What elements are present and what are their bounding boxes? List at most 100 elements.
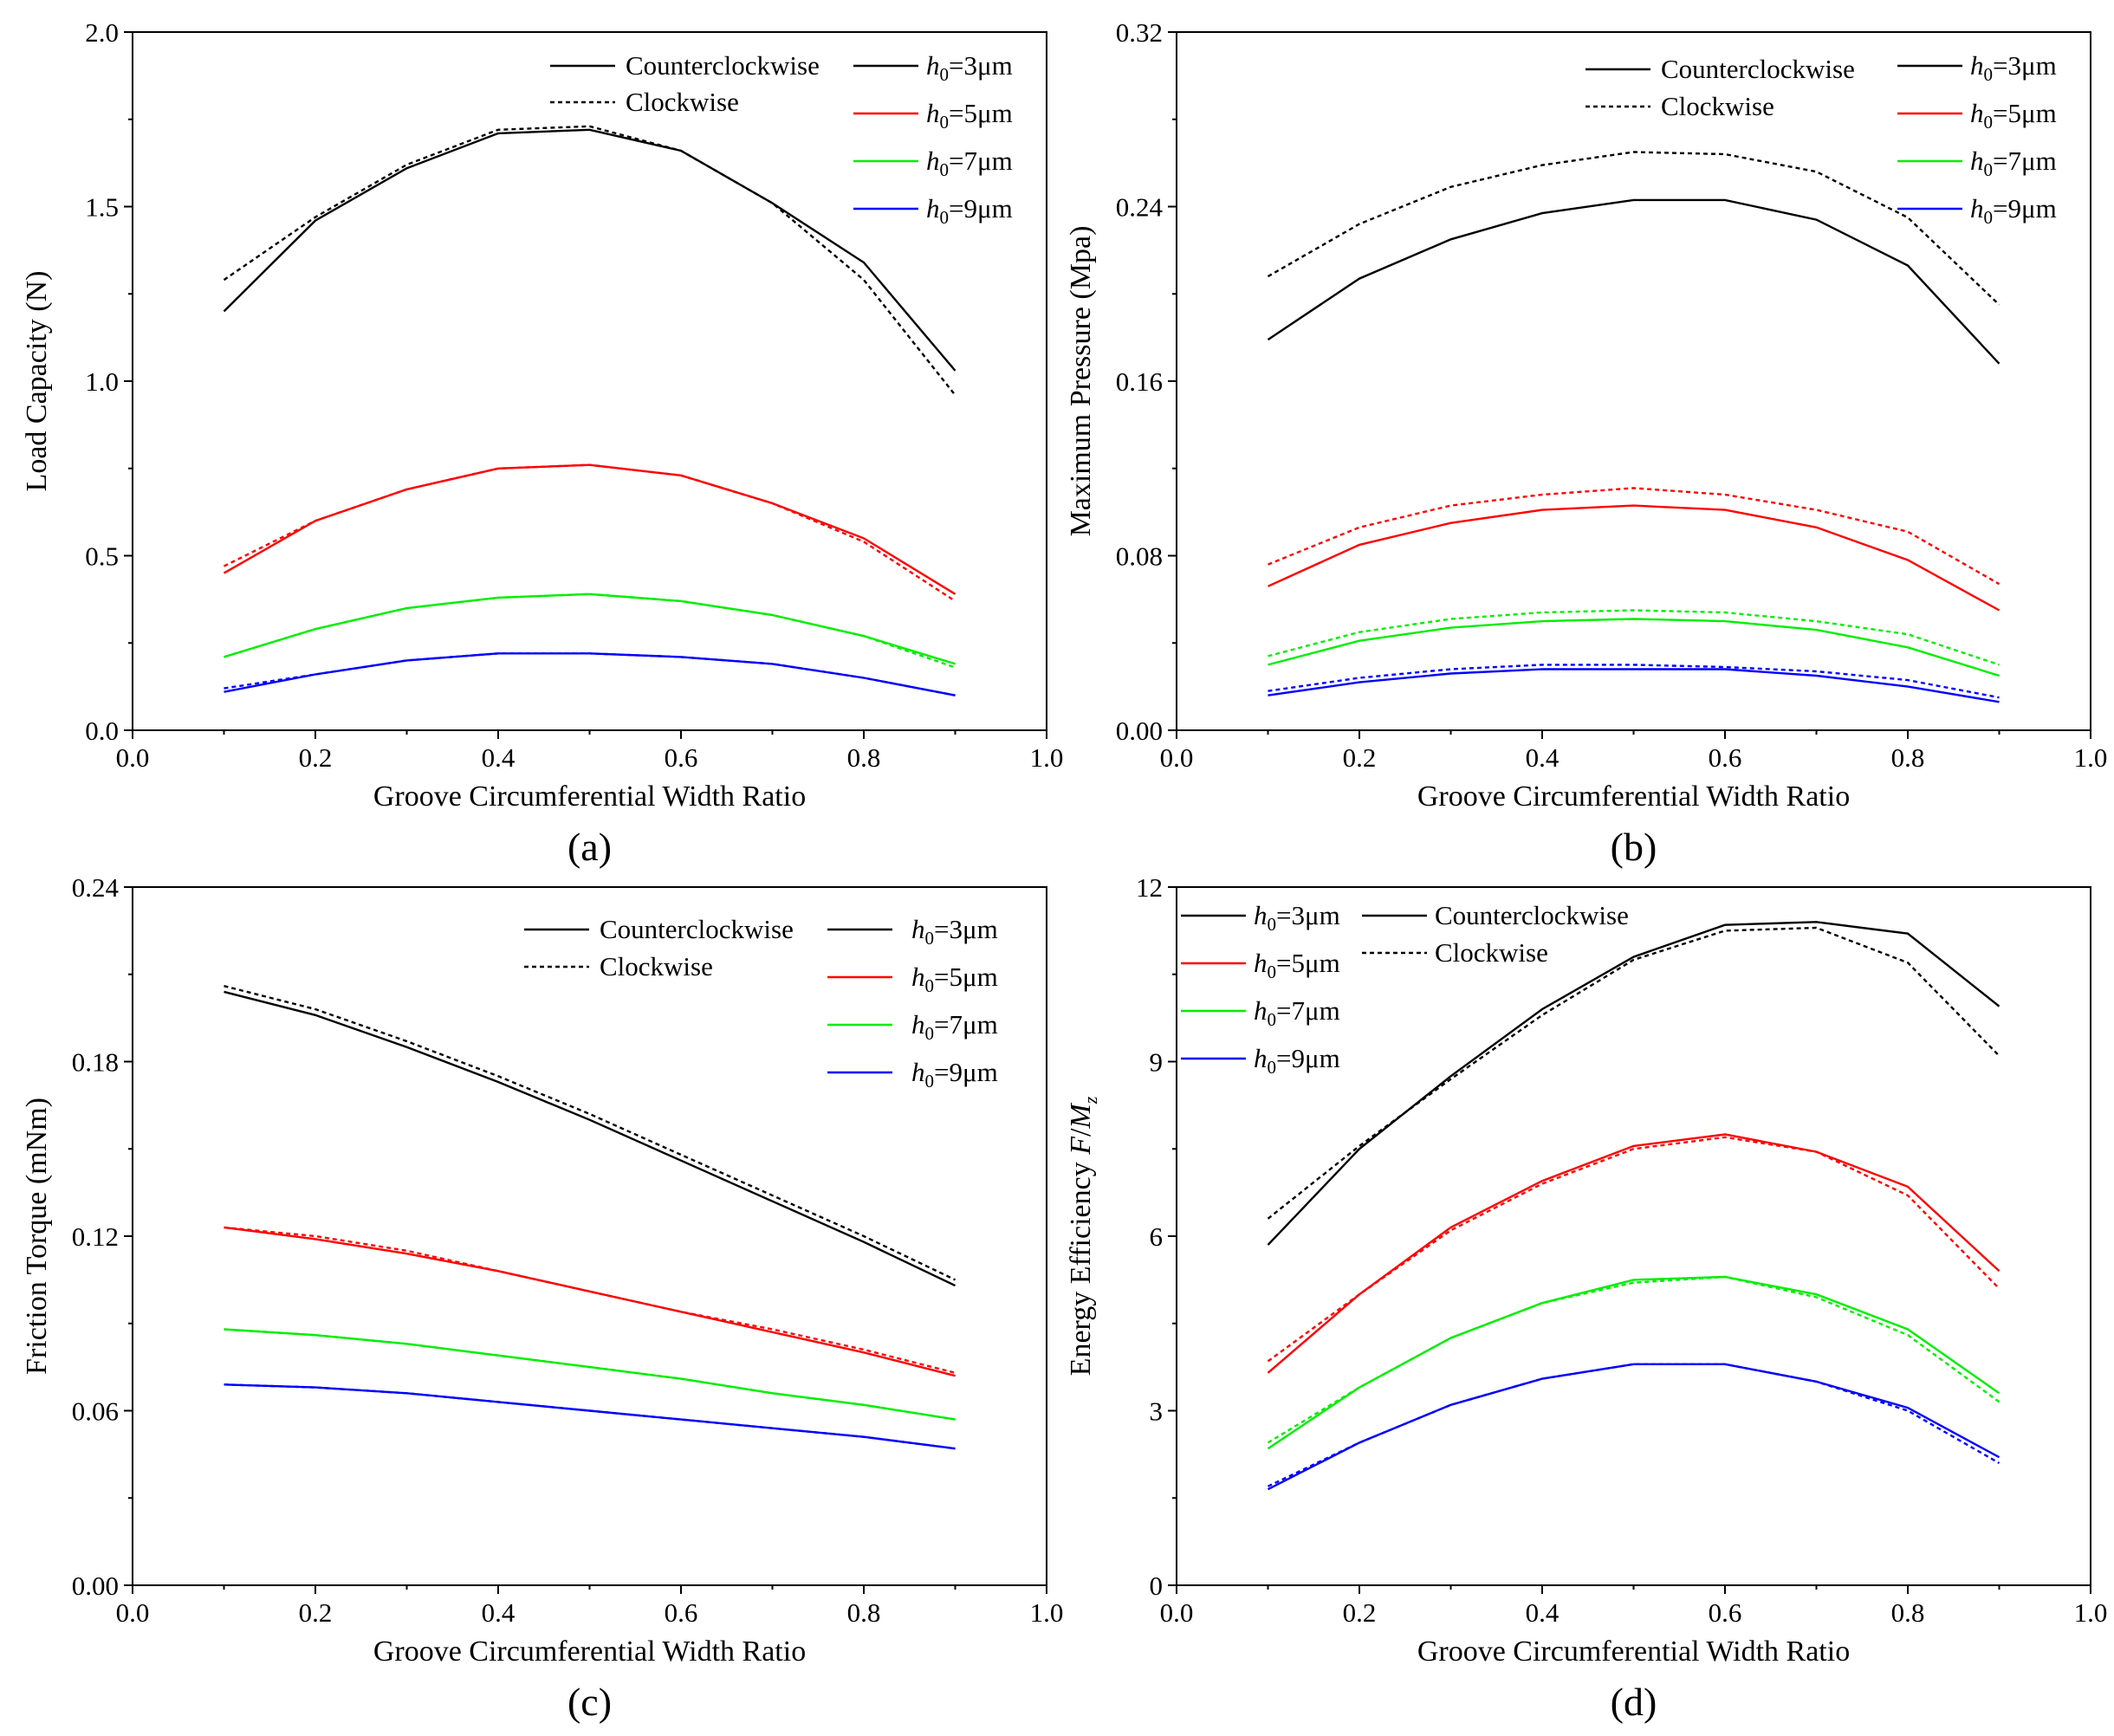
legend-h0-value: =9μm xyxy=(1993,193,2057,223)
legend-h0-value: =5μm xyxy=(949,98,1013,128)
series-line-h0-3-m-counterclockwise xyxy=(224,990,956,1287)
series-line-h0-9-m-clockwise xyxy=(1268,664,2000,699)
x-axis-title: Groove Circumferential Width Ratio xyxy=(1417,781,1850,813)
y-axis-title-f: F xyxy=(1065,1136,1097,1156)
legend-h0-value: =5μm xyxy=(1276,948,1340,978)
series-line-h0-3-m-counterclockwise xyxy=(1267,198,2001,365)
legend-h0-value: =3μm xyxy=(1276,900,1340,930)
series-line-h0-9-m-clockwise xyxy=(224,1383,956,1450)
series-line-h0-3-m-clockwise xyxy=(224,985,956,1281)
x-tick-label: 0.0 xyxy=(1160,1597,1194,1628)
y-tick-label: 0.00 xyxy=(72,1571,119,1601)
y-tick-label: 6 xyxy=(1150,1221,1164,1252)
y-tick-label: 0.0 xyxy=(85,716,119,746)
x-tick-label: 1.0 xyxy=(1030,742,1064,773)
legend-label-h0: h0=5μm xyxy=(926,98,1013,133)
y-tick-label: 0.5 xyxy=(85,541,119,572)
y-tick-label: 0 xyxy=(1150,1571,1164,1601)
series-line-h0-9-m-counterclockwise xyxy=(1268,668,2000,703)
legend-label-ccw: Counterclockwise xyxy=(600,914,794,944)
legend-label-h0: h0=7μm xyxy=(1970,146,2057,180)
legend-label-h0: h0=9μm xyxy=(911,1057,998,1091)
y-axis-title-slash: / xyxy=(1065,1128,1097,1137)
x-tick-label: 0.6 xyxy=(1709,1597,1742,1628)
legend-label-h0: h0=7μm xyxy=(911,1009,998,1044)
legend-label-h0: h0=3μm xyxy=(926,50,1013,85)
x-tick-label: 1.0 xyxy=(2074,1597,2108,1628)
legend-h0-value: =5μm xyxy=(934,962,998,992)
series-line-h0-9-m-counterclockwise xyxy=(1267,1363,2001,1491)
x-tick-label: 0.6 xyxy=(665,742,698,773)
legend-h0-value: =9μm xyxy=(949,193,1013,223)
legend-h0-value: =9μm xyxy=(1276,1043,1340,1073)
x-tick-label: 0.0 xyxy=(1160,742,1194,773)
series-line-h0-3-m-counterclockwise xyxy=(1267,921,2001,1246)
series-line-h0-7-m-clockwise xyxy=(224,1328,956,1421)
legend-label-h0: h0=5μm xyxy=(1254,948,1340,982)
series-line-h0-7-m-counterclockwise xyxy=(1268,618,2000,677)
x-tick-label: 0.8 xyxy=(1891,742,1925,773)
series-line-h0-9-m-clockwise xyxy=(1267,1363,2001,1487)
plot-frame xyxy=(132,31,1047,731)
series-line-h0-5-m-clockwise xyxy=(1267,1136,2001,1363)
series-line-h0-5-m-counterclockwise xyxy=(1267,1133,2001,1374)
series-line-h0-5-m-counterclockwise xyxy=(224,1226,956,1377)
series-line-h0-5-m-clockwise xyxy=(1268,487,2001,586)
y-axis-title-text: Energy Efficiency xyxy=(1065,1155,1097,1376)
plot-frame xyxy=(132,886,1047,1586)
y-tick-label: 3 xyxy=(1150,1396,1164,1427)
legend-label-h0: h0=7μm xyxy=(1254,995,1340,1030)
y-tick-label: 0.06 xyxy=(72,1396,119,1427)
series-line-h0-3-m-counterclockwise xyxy=(223,128,956,372)
y-tick-label: 2.0 xyxy=(85,17,119,48)
y-axis-title: Friction Torque (mNm) xyxy=(21,1098,53,1375)
x-tick-label: 0.2 xyxy=(1343,1597,1377,1628)
series-line-h0-3-m-clockwise xyxy=(1267,151,2001,306)
y-tick-label: 0.18 xyxy=(72,1047,119,1078)
panel-label: (d) xyxy=(1611,1680,1657,1724)
legend-label-h0: h0=3μm xyxy=(911,914,998,949)
x-tick-label: 0.6 xyxy=(1709,742,1742,773)
x-tick-label: 0.0 xyxy=(116,1597,150,1628)
legend-h0-value: =3μm xyxy=(1993,50,2057,81)
legend-h0-value: =7μm xyxy=(1276,995,1340,1026)
y-tick-label: 1.0 xyxy=(85,366,119,397)
chart-panel-d: 0.0 0.2 0.4 0.6 0.8 1.0 0 3 6 9 12 Groove Circumfer… xyxy=(1065,872,2107,1724)
series-line-h0-3-m-clockwise xyxy=(1267,926,2001,1220)
series-line-h0-7-m-clockwise xyxy=(1267,1275,2001,1444)
series-line-h0-7-m-counterclockwise xyxy=(224,1328,956,1421)
series-line-h0-7-m-counterclockwise xyxy=(1267,1275,2001,1450)
legend-label-ccw: Counterclockwise xyxy=(1435,900,1629,930)
legend-label-h0: h0=3μm xyxy=(1970,50,2057,85)
legend-h0-value: =7μm xyxy=(934,1009,998,1040)
legend-label-h0: h0=9μm xyxy=(926,193,1013,228)
chart-panel-a: 0.0 0.2 0.4 0.6 0.8 1.0 0.0 0.5 1.0 1.5 2.0 Groove … xyxy=(21,17,1063,869)
x-tick-label: 0.6 xyxy=(665,1597,698,1628)
legend-label-cw: Clockwise xyxy=(600,951,713,981)
x-axis-title: Groove Circumferential Width Ratio xyxy=(373,1636,806,1668)
y-axis-title-m: M xyxy=(1065,1103,1097,1130)
series-line-h0-9-m-counterclockwise xyxy=(224,1383,956,1450)
y-tick-label: 12 xyxy=(1136,872,1163,903)
legend-label-cw: Clockwise xyxy=(626,87,739,117)
legend-label-h0: h0=5μm xyxy=(911,962,998,996)
y-tick-label: 0.24 xyxy=(1116,192,1164,223)
legend-label-h0: h0=7μm xyxy=(926,146,1013,180)
panel-label: (a) xyxy=(567,825,612,869)
x-tick-label: 0.4 xyxy=(482,742,516,773)
y-tick-label: 9 xyxy=(1150,1047,1164,1078)
chart-panel-c: 0.0 0.2 0.4 0.6 0.8 1.0 0.00 0.06 0.12 0.18 0.24 Gr… xyxy=(21,872,1063,1724)
legend-label-ccw: Counterclockwise xyxy=(1661,54,1855,84)
legend-label-h0: h0=9μm xyxy=(1254,1043,1340,1078)
series-line-h0-5-m-clockwise xyxy=(224,1226,956,1374)
y-tick-label: 0.12 xyxy=(72,1221,119,1252)
series-line-h0-7-m-clockwise xyxy=(1268,609,2000,666)
panel-label: (b) xyxy=(1611,825,1657,869)
legend-label-h0: h0=5μm xyxy=(1970,98,2057,133)
x-tick-label: 0.2 xyxy=(299,742,333,773)
y-axis-title: Maximum Pressure (Mpa) xyxy=(1065,226,1097,537)
y-tick-label: 1.5 xyxy=(85,192,119,223)
x-tick-label: 0.8 xyxy=(847,1597,881,1628)
legend-label-cw: Clockwise xyxy=(1435,937,1548,968)
